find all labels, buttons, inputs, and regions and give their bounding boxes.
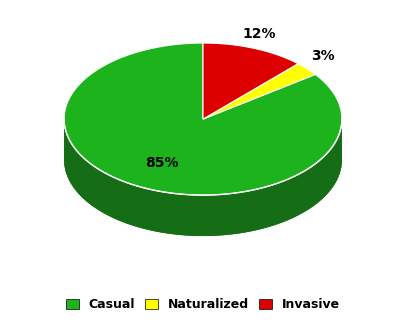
Text: 3%: 3% — [310, 49, 334, 63]
Polygon shape — [202, 43, 297, 119]
Legend: Casual, Naturalized, Invasive: Casual, Naturalized, Invasive — [61, 293, 344, 316]
Text: 12%: 12% — [242, 27, 275, 41]
Polygon shape — [64, 119, 341, 236]
Text: 85%: 85% — [145, 156, 178, 170]
Polygon shape — [64, 43, 341, 195]
Polygon shape — [202, 64, 315, 119]
Polygon shape — [64, 120, 341, 236]
